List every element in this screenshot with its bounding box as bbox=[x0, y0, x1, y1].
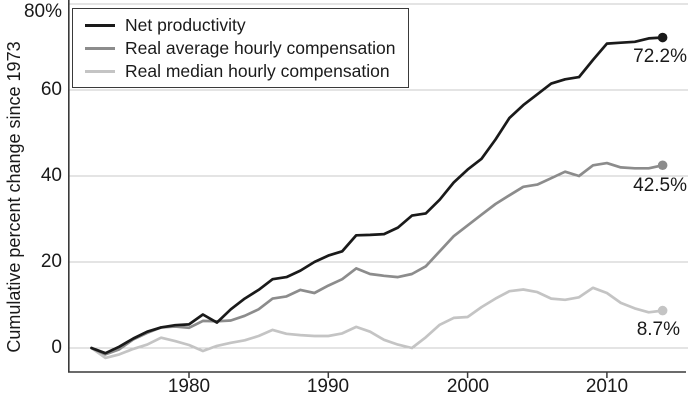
legend-swatch-net-productivity bbox=[85, 23, 115, 27]
y-tick-label-0: 0 bbox=[51, 337, 62, 358]
legend: Net productivity Real average hourly com… bbox=[72, 8, 410, 88]
legend-item-average-compensation: Real average hourly compensation bbox=[85, 38, 395, 58]
x-tick-label-1990: 1990 bbox=[306, 376, 350, 397]
y-tick-label-40: 40 bbox=[40, 165, 62, 186]
end-label-net-productivity: 72.2% bbox=[633, 46, 687, 67]
legend-label-average-compensation: Real average hourly compensation bbox=[125, 38, 396, 58]
x-tick-label-2010: 2010 bbox=[585, 376, 629, 397]
end-label-median-compensation: 8.7% bbox=[636, 319, 680, 340]
y-axis-title: Cumulative percent change since 1973 bbox=[4, 41, 24, 353]
y-tick-label-60: 60 bbox=[40, 79, 62, 100]
legend-item-median-compensation: Real median hourly compensation bbox=[85, 61, 395, 81]
y-tick-label-20: 20 bbox=[40, 251, 62, 272]
y-tick-label-80: 80% bbox=[23, 1, 62, 22]
legend-swatch-median-compensation bbox=[85, 69, 115, 73]
legend-label-net-productivity: Net productivity bbox=[125, 15, 246, 35]
end-label-average-compensation: 42.5% bbox=[633, 175, 687, 196]
x-tick-label-1980: 1980 bbox=[167, 376, 211, 397]
legend-swatch-average-compensation bbox=[85, 46, 115, 50]
x-tick-label-2000: 2000 bbox=[446, 376, 490, 397]
legend-item-net-productivity: Net productivity bbox=[85, 15, 395, 35]
legend-label-median-compensation: Real median hourly compensation bbox=[125, 61, 390, 81]
